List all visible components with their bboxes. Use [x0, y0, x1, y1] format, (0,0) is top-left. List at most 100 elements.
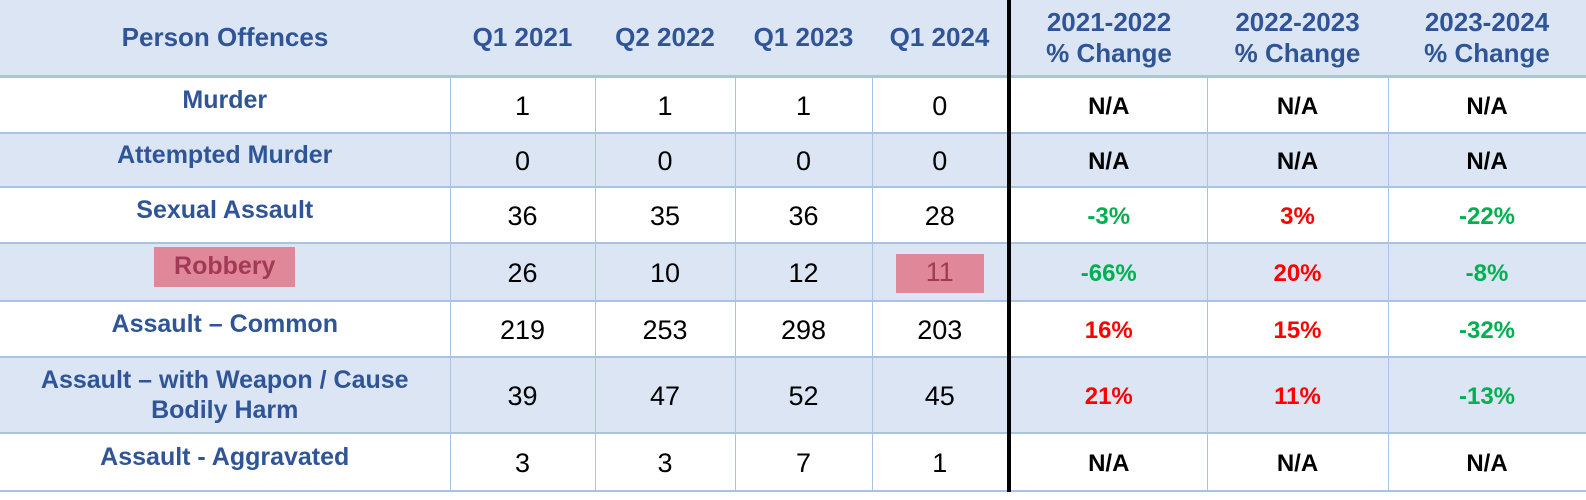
table-row: Sexual Assault 36 35 36 28 -3% 3% -22% [0, 186, 1586, 244]
change-2023-2024-cell: -32% [1388, 300, 1586, 358]
table-row: Assault - Aggravated 3 3 7 1 N/A N/A N/A [0, 432, 1586, 492]
q2-2022-value: 10 [649, 258, 681, 288]
offence-label-cell: Robbery [0, 242, 451, 302]
q1-2023-value: 1 [795, 91, 812, 122]
q1-2024-value: 1 [932, 448, 948, 478]
q1-2023-cell: 12 [735, 242, 873, 302]
change-2021-2022-cell: -66% [1009, 242, 1208, 302]
q1-2021-value: 26 [507, 258, 538, 288]
change-2023-2024-value: N/A [1466, 147, 1508, 175]
offence-label: Murder [182, 85, 268, 114]
q2-2022-cell: 3 [595, 432, 736, 492]
change-2023-2024-value: N/A [1466, 449, 1508, 477]
change-2023-2024-cell: N/A [1388, 132, 1586, 188]
header-change-2021-2022-unit: % Change [1046, 37, 1172, 68]
q1-2021-value: 39 [507, 381, 538, 411]
offence-label: Assault – Common [111, 309, 338, 338]
change-2021-2022-cell: N/A [1009, 432, 1208, 492]
header-q2-2022-label: Q2 2022 [615, 22, 715, 52]
table-row: Assault – with Weapon / Cause Bodily Har… [0, 356, 1586, 434]
q1-2024-value: 0 [932, 91, 948, 122]
offence-label-cell: Assault – with Weapon / Cause Bodily Har… [0, 356, 451, 434]
q1-2021-cell: 0 [450, 132, 596, 188]
q2-2022-cell: 47 [595, 356, 736, 434]
change-2021-2022-value: N/A [1088, 449, 1130, 477]
header-offence: Person Offences [0, 0, 450, 78]
change-2023-2024-value: -22% [1458, 202, 1516, 230]
header-change-2021-2022-years: 2021-2022 [1046, 6, 1172, 37]
header-q1-2021-label: Q1 2021 [472, 22, 573, 52]
table-row: Robbery 26 10 12 11 -66% 20% -8% [0, 242, 1586, 302]
q1-2021-cell: 1 [450, 76, 596, 134]
q1-2023-value: 52 [788, 381, 819, 411]
change-2022-2023-value: 15% [1273, 316, 1322, 344]
q1-2024-cell: 45 [872, 356, 1011, 434]
change-2022-2023-value: N/A [1276, 147, 1319, 175]
header-change-2023-2024-years: 2023-2024 [1424, 6, 1550, 37]
q1-2023-value: 7 [795, 448, 812, 478]
header-q2-2022: Q2 2022 [595, 0, 735, 78]
q1-2023-value: 12 [788, 258, 819, 288]
q2-2022-value: 3 [657, 448, 673, 478]
table-row: Assault – Common 219 253 298 203 16% 15%… [0, 300, 1586, 358]
q1-2021-value: 1 [514, 91, 531, 122]
q1-2024-value: 0 [932, 146, 948, 176]
q1-2024-cell: 203 [872, 300, 1011, 358]
change-2021-2022-cell: N/A [1009, 76, 1208, 134]
q1-2021-value: 3 [514, 448, 531, 478]
q1-2021-cell: 3 [450, 432, 596, 492]
q1-2023-cell: 52 [735, 356, 873, 434]
q2-2022-value: 0 [657, 146, 673, 176]
header-change-2022-2023-years: 2022-2023 [1235, 6, 1360, 37]
change-2023-2024-value: N/A [1466, 92, 1508, 120]
change-2022-2023-cell: N/A [1207, 432, 1389, 492]
change-2022-2023-cell: N/A [1207, 76, 1389, 134]
offence-label-cell: Assault - Aggravated [0, 432, 451, 492]
offence-label-cell: Attempted Murder [0, 132, 451, 188]
change-2022-2023-cell: 15% [1207, 300, 1389, 358]
q1-2021-cell: 39 [450, 356, 596, 434]
q1-2023-cell: 7 [735, 432, 873, 492]
change-2021-2022-value: 16% [1084, 316, 1133, 344]
change-2023-2024-cell: N/A [1388, 432, 1586, 492]
header-q1-2024: Q1 2024 [872, 0, 1011, 78]
offence-label-cell: Sexual Assault [0, 186, 451, 244]
q1-2023-cell: 298 [735, 300, 873, 358]
q2-2022-value: 35 [649, 201, 681, 231]
q1-2024-value: 203 [917, 315, 963, 345]
offence-label-line-2: Bodily Harm [151, 395, 299, 424]
change-2022-2023-value: 3% [1280, 202, 1315, 230]
header-q1-2021: Q1 2021 [450, 0, 595, 78]
change-2022-2023-value: 20% [1273, 259, 1322, 287]
change-2021-2022-value: -66% [1080, 259, 1137, 287]
q2-2022-cell: 0 [595, 132, 736, 188]
q1-2023-cell: 1 [735, 76, 873, 134]
change-2022-2023-cell: N/A [1207, 132, 1389, 188]
header-q1-2023-label: Q1 2023 [753, 22, 854, 52]
offence-label-highlighted: Robbery [154, 246, 296, 287]
offence-label-line-1: Assault – with Weapon / Cause [40, 365, 409, 394]
q1-2024-cell: 1 [872, 432, 1011, 492]
q1-2024-cell: 28 [872, 186, 1011, 244]
change-2023-2024-cell: -8% [1388, 242, 1586, 302]
change-2023-2024-cell: -13% [1388, 356, 1586, 434]
q1-2024-cell: 0 [872, 76, 1011, 134]
q2-2022-cell: 253 [595, 300, 736, 358]
change-2022-2023-cell: 11% [1207, 356, 1389, 434]
header-q1-2024-label: Q1 2024 [889, 22, 990, 52]
change-2021-2022-value: N/A [1088, 147, 1130, 175]
change-2022-2023-value: N/A [1276, 449, 1319, 477]
q1-2024-value: 45 [924, 381, 955, 411]
q2-2022-cell: 1 [595, 76, 736, 134]
change-2021-2022-cell: 16% [1009, 300, 1208, 358]
header-change-2023-2024: 2023-2024 % Change [1388, 0, 1586, 78]
q1-2021-value: 219 [499, 315, 546, 345]
change-2021-2022-cell: -3% [1009, 186, 1208, 244]
header-row: Person Offences Q1 2021 Q2 2022 Q1 2023 … [0, 0, 1586, 78]
q1-2021-cell: 219 [450, 300, 596, 358]
change-2023-2024-value: -8% [1465, 259, 1509, 287]
q2-2022-value: 1 [657, 91, 673, 122]
header-change-2022-2023-unit: % Change [1234, 37, 1361, 68]
offence-label: Attempted Murder [117, 140, 333, 169]
q2-2022-value: 253 [642, 315, 688, 345]
